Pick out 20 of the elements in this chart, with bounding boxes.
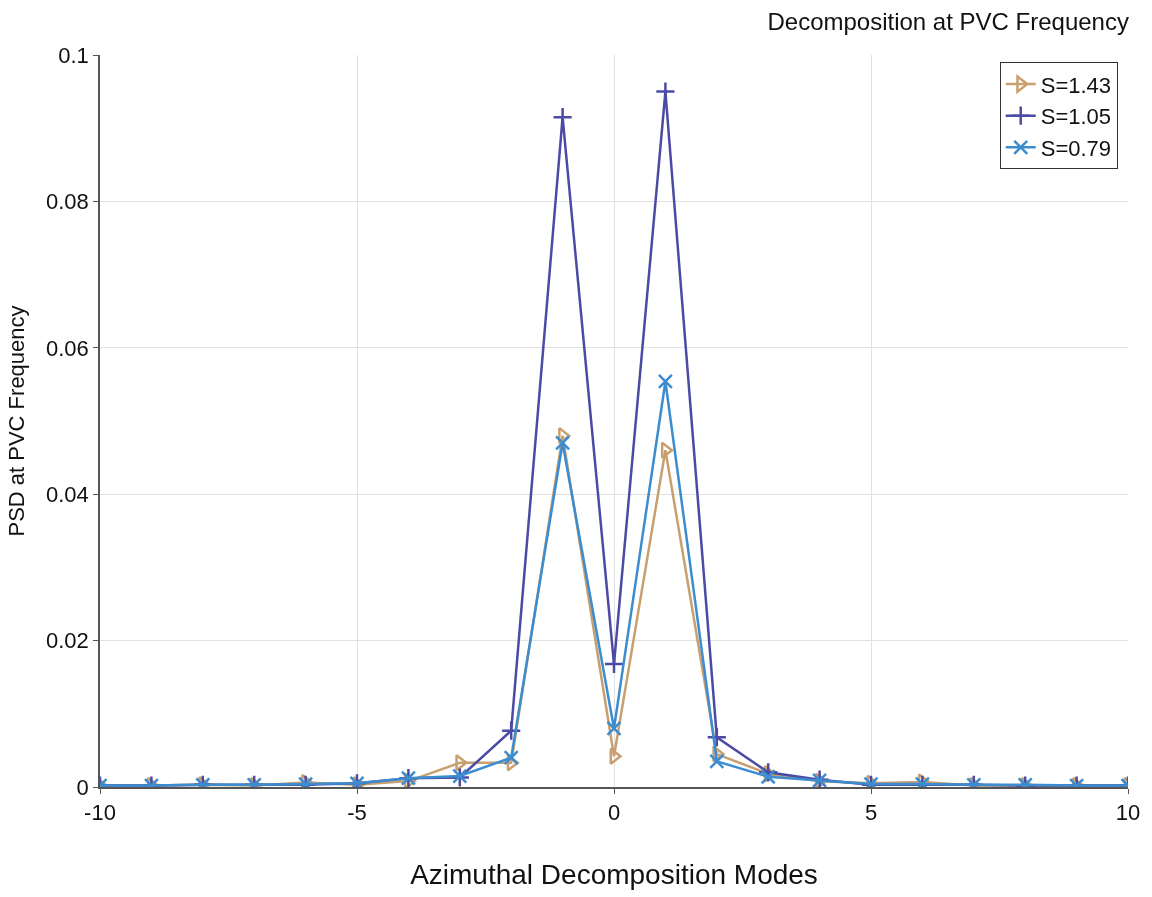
point — [660, 441, 674, 460]
y-axis-title: PSD at PVC Frequency — [4, 305, 30, 537]
legend-label: S=1.05 — [1040, 104, 1112, 130]
x-tick-label: 10 — [1115, 800, 1141, 826]
x-tick-label: -10 — [84, 800, 116, 826]
y-tick-label: 0.04 — [46, 481, 89, 507]
y-tick-label: 0.1 — [58, 42, 89, 68]
point — [657, 373, 674, 390]
y-tick-label: 0.06 — [46, 335, 89, 361]
x-tick-label: -5 — [347, 800, 367, 826]
legend-label: S=0.79 — [1040, 135, 1112, 161]
chart-title: Decomposition at PVC Frequency — [767, 8, 1129, 36]
y-tick-label: 0.08 — [46, 189, 89, 215]
y-tick-label: 0 — [76, 774, 89, 800]
x-tick-label: 0 — [607, 800, 621, 826]
x-axis-title: Azimuthal Decomposition Modes — [410, 858, 818, 890]
x-tick-label: 5 — [864, 800, 878, 826]
legend-label: S=1.43 — [1040, 72, 1112, 98]
y-tick-label: 0.02 — [46, 628, 89, 654]
point — [554, 435, 571, 451]
